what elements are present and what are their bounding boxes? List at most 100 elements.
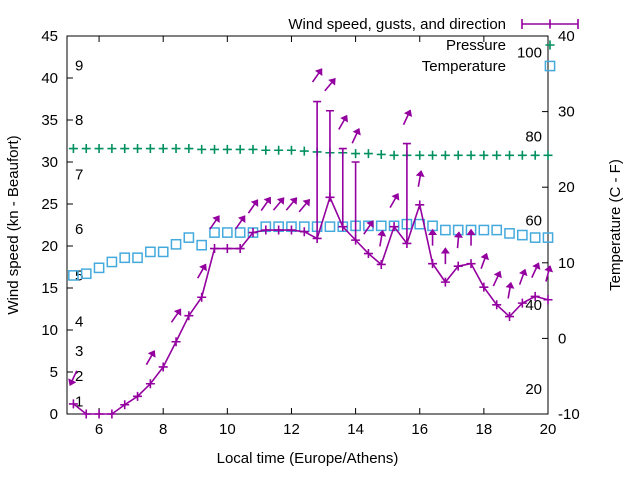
y-tick-label: 30 — [41, 154, 58, 171]
y2-tick-label: 40 — [558, 28, 575, 45]
wind-speed-point — [376, 259, 386, 269]
temperature-point — [145, 246, 156, 258]
beaufort-label: 7 — [75, 167, 83, 184]
wind-barb-head — [237, 215, 246, 223]
wind-barb-head — [544, 265, 554, 273]
wind-speed-point — [517, 298, 527, 308]
pressure-point — [120, 144, 130, 154]
beaufort-label: 4 — [75, 314, 83, 331]
pressure-point — [505, 150, 515, 160]
temperature-point — [375, 220, 387, 232]
y2-tick-label: 30 — [558, 104, 575, 121]
temperature-point — [247, 227, 259, 238]
wind-speed-point — [248, 228, 258, 238]
temperature-point — [440, 224, 451, 236]
pressure-point — [492, 150, 502, 160]
wind-barb-head — [466, 228, 476, 235]
wind-speed-point — [530, 291, 540, 301]
gust-bar — [325, 109, 334, 198]
pressure-point — [517, 150, 527, 160]
wind-speed-point — [210, 244, 220, 254]
temperature-point — [170, 238, 182, 250]
pressure-point — [543, 150, 553, 160]
temperature-point — [221, 227, 233, 238]
legend-marker-pressure — [545, 40, 555, 50]
legend-marker-wind — [521, 19, 579, 29]
wind-speed-point — [453, 261, 463, 271]
wind-speed-point — [145, 379, 155, 389]
wind-barb-head — [532, 262, 541, 270]
pressure-point — [286, 145, 296, 155]
gust-bar — [351, 161, 360, 241]
wind-speed-point — [197, 292, 207, 302]
temperature-point — [106, 256, 118, 268]
y-tick-label: 10 — [41, 322, 58, 339]
pressure-point — [274, 145, 284, 155]
legend: Wind speed, gusts, and direction Pressure… — [288, 16, 579, 75]
y-tick-label: 45 — [41, 28, 58, 45]
wind-speed-point — [133, 391, 143, 401]
wind-barb-head — [519, 268, 528, 277]
pressure-point — [94, 144, 104, 154]
pressure-point — [210, 144, 220, 154]
wind-barb-head — [147, 350, 156, 358]
wind-speed-point — [312, 233, 322, 243]
pressure-point — [261, 145, 271, 155]
wind-speed-point — [428, 259, 438, 269]
temperature-point — [132, 252, 143, 264]
y2-tick-label: 20 — [558, 179, 575, 196]
temperature-point — [542, 232, 554, 243]
wind-speed-point — [505, 312, 515, 322]
legend-label: Pressure — [446, 37, 506, 54]
beaufort-label: 1 — [75, 393, 83, 410]
pressure-point — [453, 150, 463, 160]
wind-barb-head — [250, 199, 259, 207]
pressure-point — [81, 144, 91, 154]
pressure-point — [222, 144, 232, 154]
wind-barb-head — [480, 252, 490, 261]
y-tick-label: 15 — [41, 280, 58, 297]
y2-tick-label: 0 — [558, 330, 566, 347]
wind-speed-point — [261, 225, 271, 235]
x-tick-label: 18 — [476, 421, 493, 438]
temperature-point — [196, 239, 208, 251]
wind-speed-point — [415, 200, 425, 210]
wind-speed-point — [389, 222, 399, 232]
pressure-point — [158, 144, 168, 154]
wind-speed-point — [402, 238, 412, 248]
pressure-point — [389, 150, 399, 160]
wind-speed-point — [94, 409, 104, 419]
wind-barb-head — [173, 308, 182, 317]
wind-barb-head — [340, 114, 349, 123]
wind-barb-head — [440, 247, 450, 254]
wind-barb-head — [352, 127, 361, 136]
fahrenheit-label: 40 — [525, 297, 542, 314]
wind-barb-head — [314, 68, 323, 76]
wind-speed-point — [351, 235, 361, 245]
wind-barb-head — [212, 215, 220, 223]
pressure-point — [171, 144, 181, 154]
wind-speed-point — [466, 259, 476, 269]
gust-bar — [402, 142, 411, 244]
wind-barb-head — [276, 197, 285, 205]
wind-speed-point — [492, 300, 502, 310]
wind-speed-point — [543, 295, 553, 305]
y2-axis-title: Temperature (C - F) — [607, 159, 624, 291]
wind-barb-head — [302, 198, 310, 207]
wind-barb-head — [328, 77, 336, 86]
wind-speed-point — [338, 222, 348, 232]
fahrenheit-label: 100 — [517, 45, 542, 62]
wind-speed-point — [325, 192, 335, 202]
gust-bar — [338, 147, 347, 227]
pressure-point — [376, 149, 386, 159]
gust-bars — [313, 100, 411, 244]
pressure-point — [351, 149, 361, 159]
wind-barb-head — [428, 228, 438, 235]
wind-barb-head — [505, 281, 515, 289]
pressure-point — [299, 146, 309, 156]
pressure-point — [235, 144, 245, 154]
wind-barb-head — [289, 197, 298, 205]
temperature-series — [68, 218, 554, 281]
pressure-point — [530, 150, 540, 160]
